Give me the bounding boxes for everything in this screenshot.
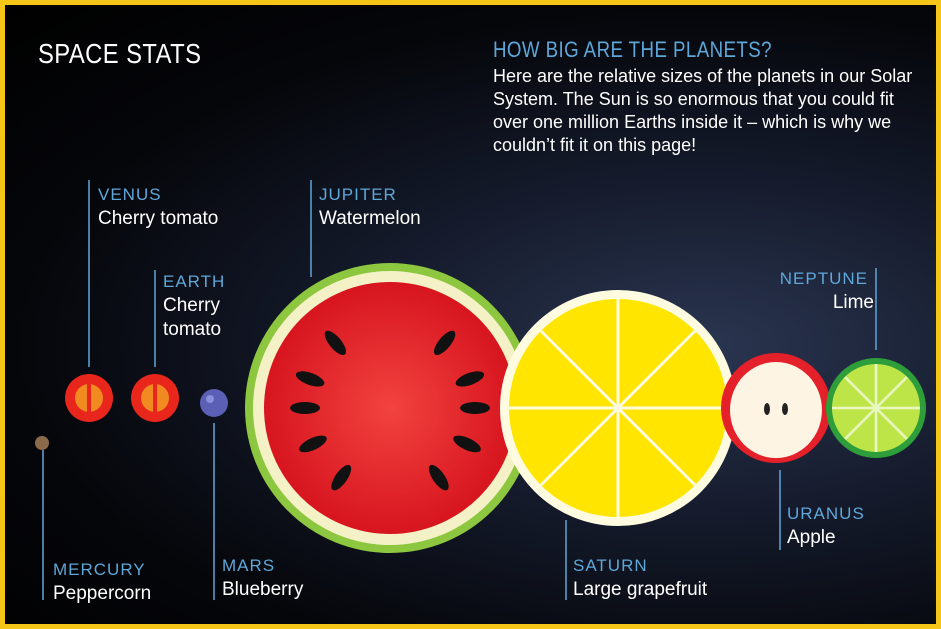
fruit: Blueberry (222, 579, 303, 600)
fruit: Peppercorn (53, 583, 151, 604)
tomato (65, 374, 113, 422)
fruit: Apple (787, 527, 836, 548)
blueberry (200, 389, 228, 417)
apple-part (764, 403, 770, 415)
planet-name: JUPITER (319, 183, 421, 207)
fruit: Cherry tomato (163, 295, 221, 340)
blueberry-part (200, 389, 228, 417)
planet-name: MERCURY (53, 558, 151, 582)
planet-name: MARS (222, 554, 303, 578)
watermelon-part-part (290, 402, 320, 414)
lime (826, 358, 926, 458)
intro-heading: HOW BIG ARE THE PLANETS? (493, 37, 772, 63)
fruit: Lime (833, 292, 874, 313)
title: SPACE STATS (38, 38, 201, 70)
apple-part (730, 362, 822, 458)
lime-part (832, 364, 920, 452)
infographic: SPACE STATS HOW BIG ARE THE PLANETS? Her… (0, 0, 941, 629)
planet-name: NEPTUNE (780, 267, 868, 291)
grapefruit-part (509, 299, 727, 517)
apple-part (782, 403, 788, 415)
tomato (131, 374, 179, 422)
planet-name: VENUS (98, 183, 218, 207)
fruit: Large grapefruit (573, 579, 707, 600)
watermelon (245, 263, 535, 553)
planet-name: URANUS (787, 502, 865, 526)
blueberry-part (206, 395, 214, 403)
peppercorn (35, 436, 49, 450)
peppercorn-part (35, 436, 49, 450)
watermelon-part-part (460, 402, 490, 414)
fruit: Cherry tomato (98, 208, 218, 229)
grapefruit (500, 290, 736, 526)
fruit: Watermelon (319, 208, 421, 229)
planet-name: SATURN (573, 554, 707, 578)
intro-text: Here are the relative sizes of the plane… (493, 65, 923, 157)
planet-name: EARTH (163, 270, 243, 294)
apple (721, 353, 831, 463)
